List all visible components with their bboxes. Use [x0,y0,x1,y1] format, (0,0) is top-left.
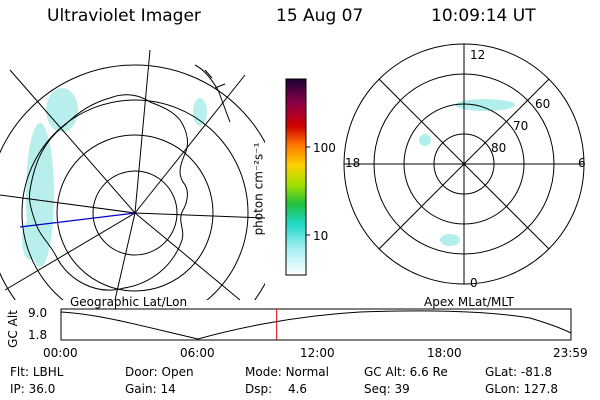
status-mode: Mode: Normal [245,365,329,379]
altitude-plot [60,308,572,341]
status-dsp: Dsp: 4.6 [245,382,308,396]
status-gc-alt: GC Alt: 6.6 Re [364,365,448,379]
date-label: 15 Aug 07 [276,6,364,26]
colorbar-tick-100: 100 [313,141,336,155]
alt-xtick-1: 06:00 [180,346,215,360]
status-ip: IP: 36.0 [10,382,56,396]
status-seq: Seq: 39 [364,382,410,396]
meridians [0,49,265,300]
coastline [29,94,188,291]
mlat-label-60: 60 [535,97,551,111]
status-glon: GLon: 127.8 [485,382,558,396]
polar-spokes [344,44,584,284]
alt-xtick-3: 18:00 [427,346,462,360]
geographic-map [0,49,265,300]
mlat-label-70: 70 [513,119,529,133]
alt-xtick-2: 12:00 [300,346,335,360]
mlt-label-0: 0 [470,276,478,290]
reference-meridian [19,212,136,228]
alt-ytick-1: 1.8 [28,328,48,342]
right-map-caption: Apex MLat/MLT [424,295,514,309]
latitude-circles [0,64,265,300]
alt-ylabel: GC Alt [5,310,20,348]
alt-xtick-4: 23:59 [553,346,588,360]
colorbar-tick-10: 10 [313,229,329,243]
status-glat: GLat: -81.8 [485,365,552,379]
aurora-emission-polar [419,99,515,246]
alt-xtick-0: 00:00 [43,346,78,360]
altitude-curve [60,310,572,340]
left-map-caption: Geographic Lat/Lon [70,295,188,309]
colorbar-unit-label: photon cm⁻²s⁻¹ [251,142,266,236]
mlat-label-80: 80 [491,141,507,155]
status-door: Door: Open [125,365,194,379]
apex-polar-plot [343,43,585,285]
time-label: 10:09:14 UT [431,6,536,26]
status-gain: Gain: 14 [125,382,176,396]
mlt-label-12: 12 [470,48,486,62]
mlt-label-6: 6 [578,156,586,170]
status-filter: Flt: LBHL [10,365,64,379]
instrument-title: Ultraviolet Imager [47,6,201,26]
colorbar [285,78,310,276]
alt-ytick-9: 9.0 [28,306,48,320]
peninsula [194,64,231,123]
mlt-label-18: 18 [345,156,361,170]
